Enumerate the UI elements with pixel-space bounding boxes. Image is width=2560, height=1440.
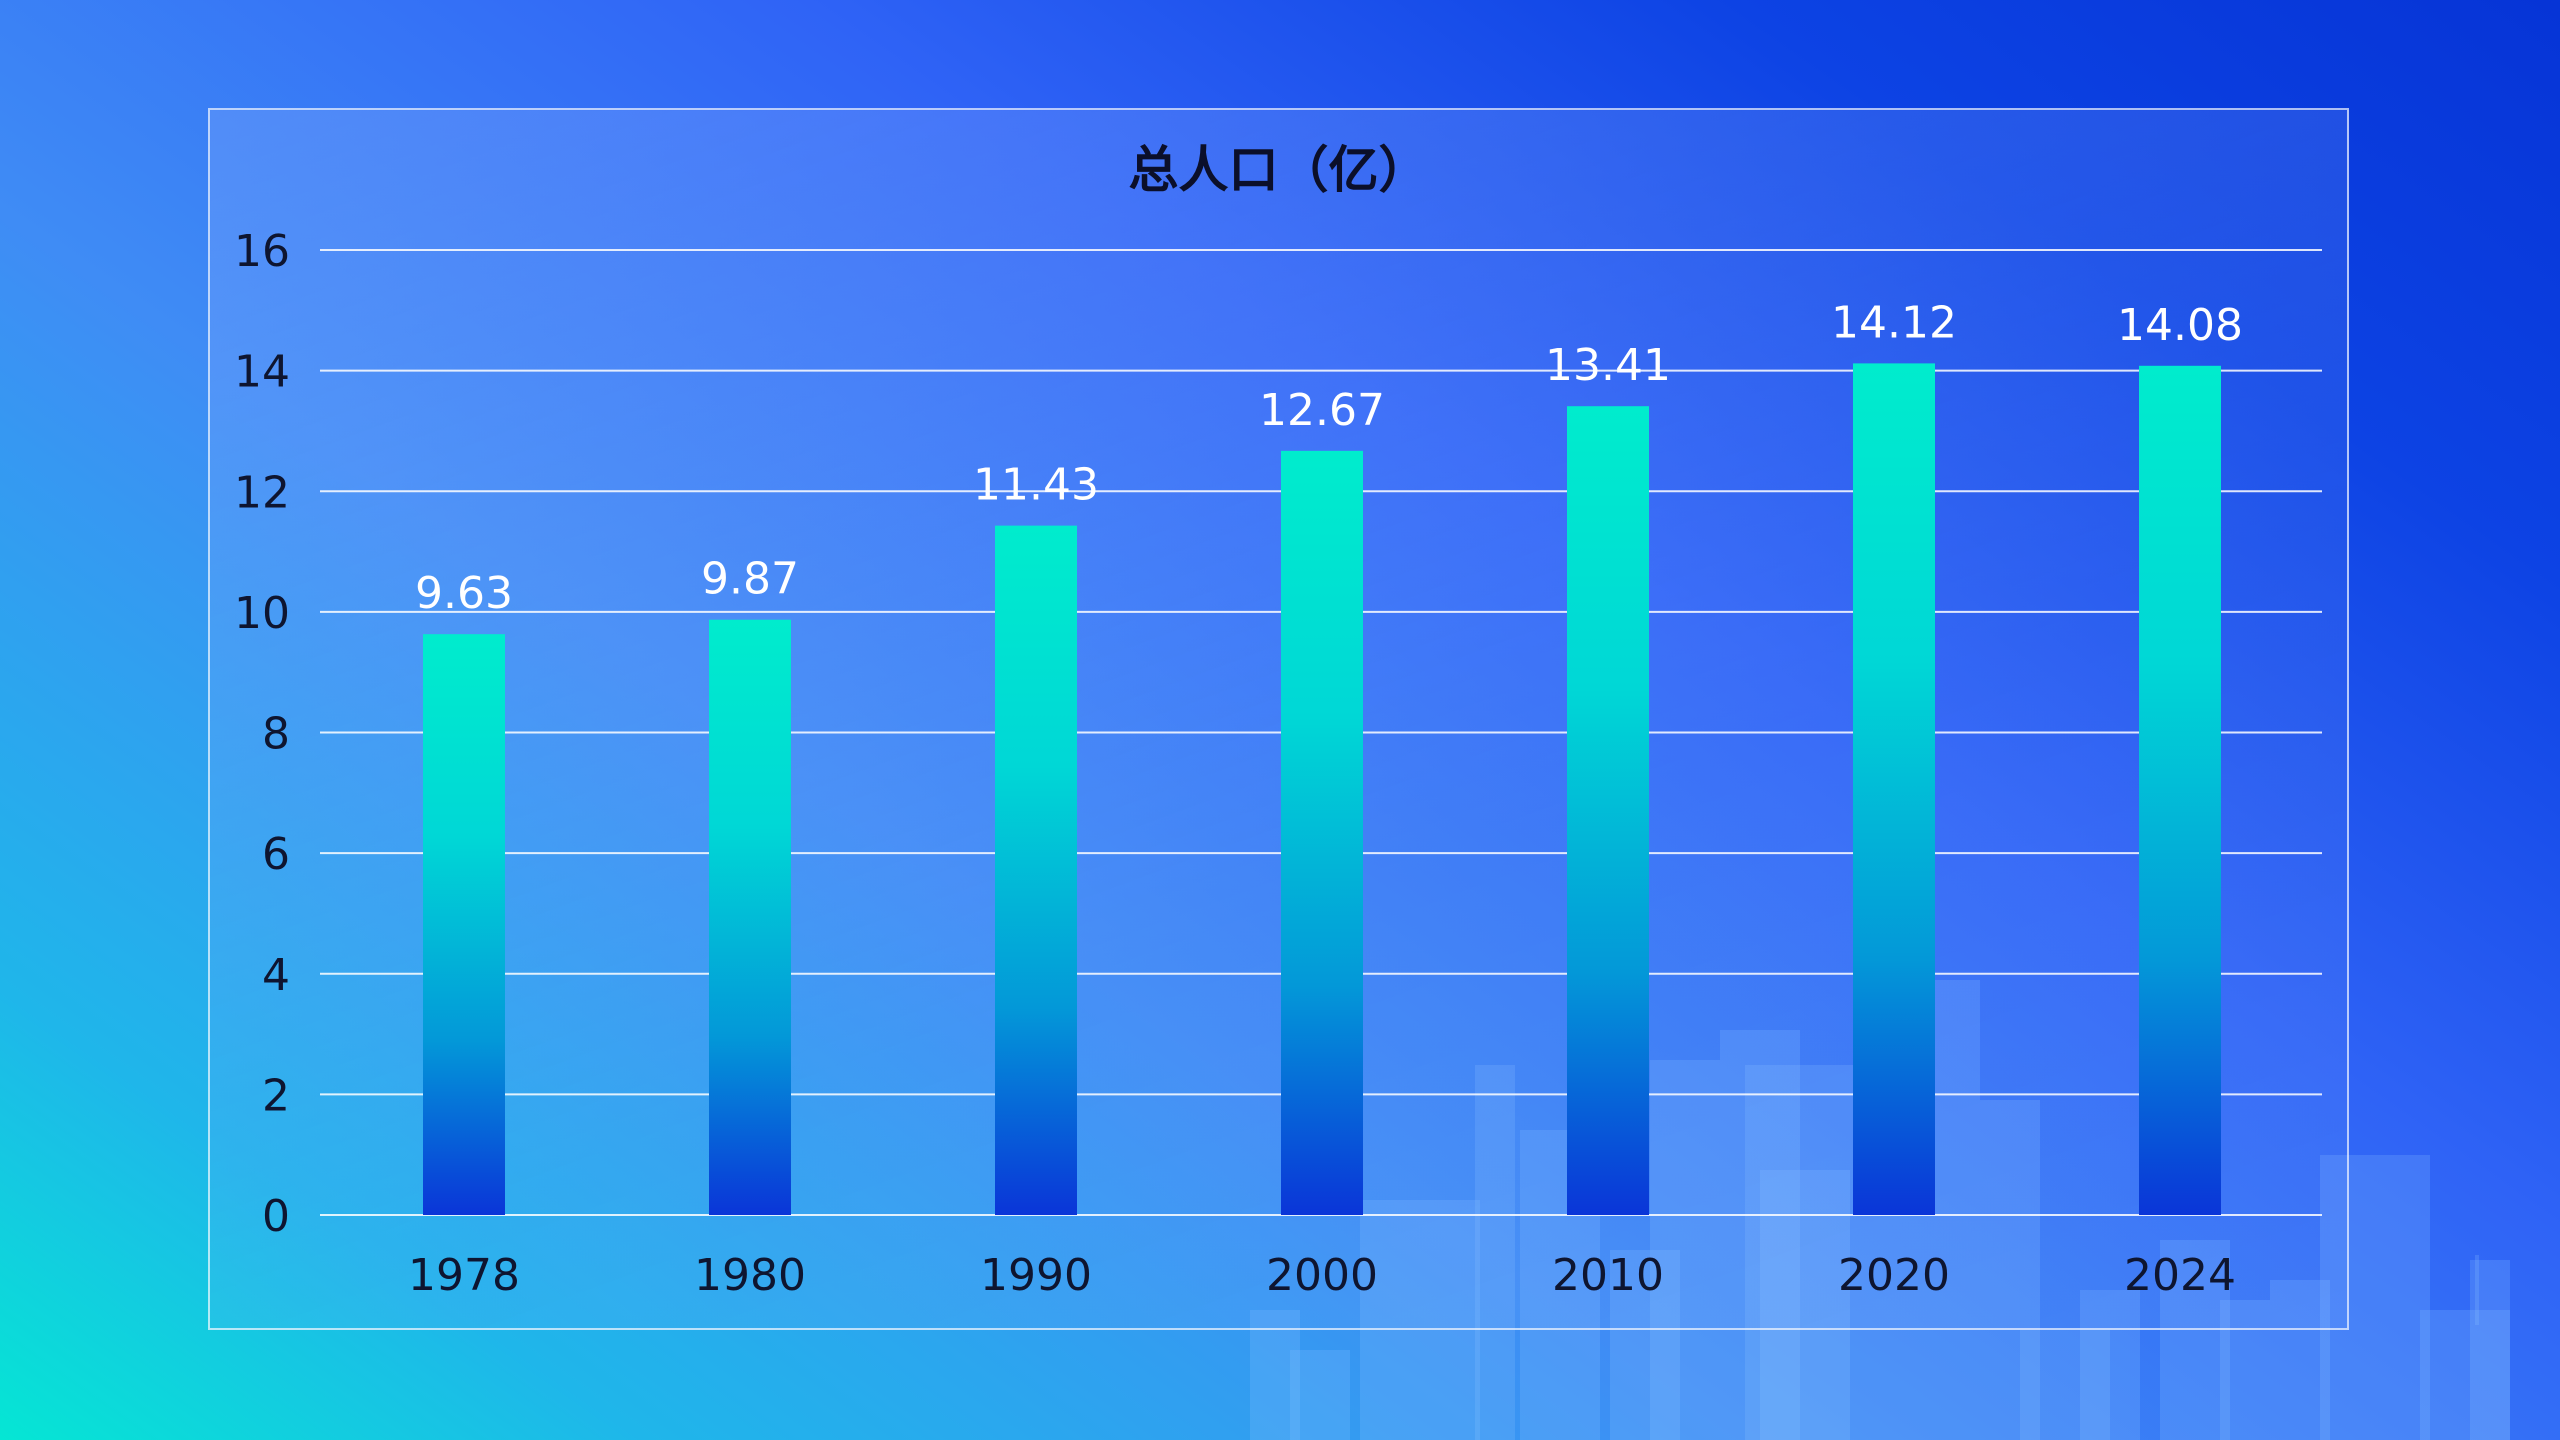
bar [1567,406,1649,1216]
bar [1853,363,1935,1215]
x-axis-ticks: 1978 1980 1990 2000 2010 2020 2024 [408,1250,2236,1301]
y-tick-label: 6 [262,829,290,880]
data-label: 14.12 [1831,297,1957,348]
bar [2139,365,2221,1215]
y-tick-label: 0 [262,1191,290,1242]
bar [423,634,505,1215]
y-tick-label: 14 [234,347,290,398]
x-tick-label: 1990 [980,1250,1092,1301]
chart-title: 总人口（亿） [1128,141,1429,199]
bar [709,619,791,1215]
y-axis-ticks: 0 2 4 6 8 10 12 14 16 [234,226,290,1242]
data-label: 14.08 [2117,300,2243,351]
x-tick-label: 2010 [1552,1250,1664,1301]
y-tick-label: 12 [234,467,290,518]
x-tick-label: 1980 [694,1250,806,1301]
y-tick-label: 10 [234,588,290,639]
y-tick-label: 4 [262,950,290,1001]
x-tick-label: 2020 [1838,1250,1950,1301]
bar [995,525,1077,1215]
x-tick-label: 2024 [2124,1250,2236,1301]
y-tick-label: 8 [262,709,290,760]
y-tick-label: 16 [234,226,290,277]
data-label: 11.43 [973,460,1099,511]
data-label: 9.87 [701,554,799,605]
y-tick-label: 2 [262,1070,290,1121]
chart-panel: 总人口（亿） 0 2 4 6 8 10 12 14 16 9.63 9.87 11.43 12.67 1… [208,108,2349,1330]
x-tick-label: 2000 [1266,1250,1378,1301]
bars: 9.63 9.87 11.43 12.67 13.41 14.12 14.08 [415,297,2243,1216]
data-label: 13.41 [1545,340,1671,391]
bar-chart: 0 2 4 6 8 10 12 14 16 9.63 9.87 11.43 12.67 13.41 14.… [234,226,2322,1301]
data-label: 9.63 [415,568,513,619]
data-label: 12.67 [1259,385,1385,436]
bar [1281,450,1363,1215]
x-tick-label: 1978 [408,1250,520,1301]
